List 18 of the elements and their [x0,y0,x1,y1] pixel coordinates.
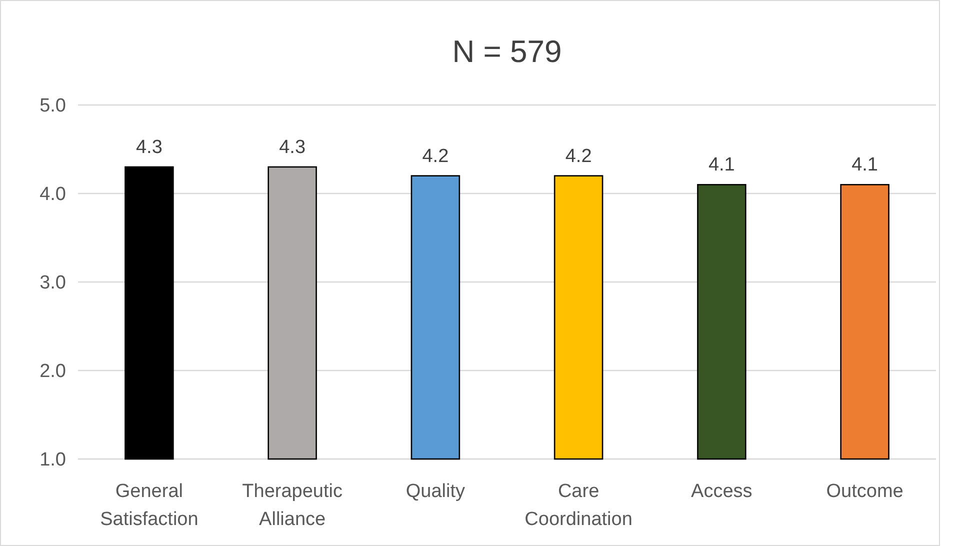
x-tick-label: General Satisfaction [100,481,198,530]
x-tick-label: Outcome [826,481,904,502]
y-tick-label: 4.0 [40,184,66,206]
data-label: 4.1 [852,154,878,176]
x-tick-label: Care Coordination [524,481,632,530]
x-tick-label: Therapeutic Alliance [242,481,342,530]
y-tick-label: 2.0 [40,361,66,382]
y-tick-label: 3.0 [40,272,66,294]
x-tick-label: Access [691,481,752,502]
x-tick-label: Quality [406,481,466,502]
y-tick-label: 1.0 [40,450,66,471]
data-label: 4.2 [565,146,592,167]
chart-title: N = 579 [452,34,562,69]
data-label: 4.2 [422,146,449,167]
data-label: 4.3 [279,136,306,158]
data-label: 4.1 [708,154,735,176]
data-label: 4.3 [136,136,162,158]
y-tick-label: 5.0 [40,96,66,117]
